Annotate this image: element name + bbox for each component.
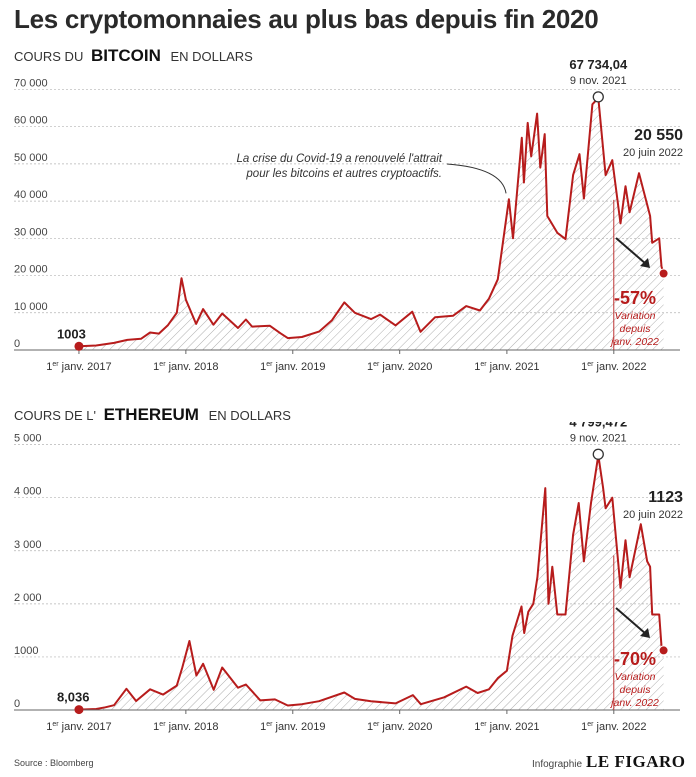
- btc-last-marker: [658, 268, 669, 279]
- bitcoin-chart: 0 10 000 20 000 30 000 40 000 50 000 60 000 70 …: [14, 60, 683, 373]
- bitcoin-subtitle-suffix: EN DOLLARS: [170, 49, 253, 64]
- eth-y-tick-label: 4 000: [14, 486, 42, 498]
- eth-x-tick-label: 1er janv. 2019: [260, 721, 325, 733]
- ethereum-subtitle: COURS DE L' ETHEREUM EN DOLLARS: [14, 405, 291, 425]
- btc-x-tick-label: 1er janv. 2021: [474, 361, 539, 373]
- bitcoin-asset-name: BITCOIN: [90, 46, 161, 65]
- btc-last-date: 20 juin 2022: [623, 147, 683, 159]
- ethereum-subtitle-prefix: COURS DE L': [14, 408, 96, 423]
- credit-brand: LE FIGARO: [586, 752, 686, 771]
- btc-peak-date: 9 nov. 2021: [570, 75, 627, 87]
- bitcoin-subtitle: COURS DU BITCOIN EN DOLLARS: [14, 46, 253, 66]
- eth-peak-date: 9 nov. 2021: [570, 432, 627, 444]
- eth-peak-marker: [592, 448, 604, 460]
- btc-y-tick-label: 70 000: [14, 77, 48, 89]
- btc-x-tick-label: 1er janv. 2017: [46, 361, 111, 373]
- eth-last-marker: [658, 645, 669, 656]
- btc-last-value: 20 550: [634, 127, 683, 144]
- eth-y-tick-label: 1000: [14, 645, 38, 657]
- eth-start-marker: [74, 705, 84, 715]
- btc-start-marker: [74, 341, 84, 351]
- btc-down-arrow-head: [640, 258, 650, 268]
- btc-peak-value: 67 734,04: [569, 60, 628, 72]
- eth-variation-line3: janv. 2022: [609, 697, 659, 709]
- eth-x-tick-label: 1er janv. 2022: [581, 721, 646, 733]
- btc-y-tick-label: 50 000: [14, 152, 48, 164]
- btc-down-arrow: [615, 237, 647, 265]
- btc-area: [78, 97, 664, 351]
- btc-series-line: [78, 96, 665, 348]
- btc-y-tick-label: 60 000: [14, 115, 48, 127]
- btc-annotation-line2: pour les bitcoins et autres cryptoactifs…: [245, 168, 442, 180]
- btc-variation-line1: Variation: [614, 310, 655, 322]
- ethereum-asset-name: ETHEREUM: [103, 405, 199, 424]
- page-title: Les cryptomonnaies au plus bas depuis fi…: [14, 4, 599, 34]
- eth-series-line: [78, 454, 665, 711]
- eth-area: [78, 455, 664, 710]
- bitcoin-subtitle-prefix: COURS DU: [14, 49, 84, 64]
- eth-peak-value: 4 799,472: [569, 422, 627, 429]
- eth-x-tick-label: 1er janv. 2017: [46, 721, 111, 733]
- eth-variation-line2: depuis: [620, 684, 652, 696]
- btc-variation-value: -57%: [614, 288, 656, 308]
- eth-last-value: 1123: [648, 489, 683, 506]
- eth-y-tick-label: 2 000: [14, 592, 42, 604]
- source-note: Source : Bloomberg: [14, 758, 94, 768]
- eth-variation-value: -70%: [614, 649, 656, 669]
- btc-annotation-line1: La crise du Covid-19 a renouvelé l'attra…: [237, 153, 443, 165]
- btc-y-tick-label: 40 000: [14, 189, 48, 201]
- eth-variation-line1: Variation: [614, 671, 655, 683]
- btc-y-tick-label: 10 000: [14, 301, 48, 313]
- eth-y-tick-label: 3 000: [14, 539, 42, 551]
- btc-variation-line2: depuis: [620, 323, 652, 335]
- credit: Infographie LE FIGARO: [532, 752, 685, 772]
- ethereum-chart: 0 1000 2 000 3 000 4 000 5 000 1er janv. 2017 1…: [14, 422, 683, 733]
- btc-x-tick-label: 1er janv. 2022: [581, 361, 646, 373]
- eth-x-tick-label: 1er janv. 2021: [474, 721, 539, 733]
- eth-x-tick-label: 1er janv. 2020: [367, 721, 432, 733]
- btc-y-tick-label: 0: [14, 338, 20, 350]
- eth-down-arrow: [615, 607, 647, 635]
- btc-y-tick-label: 30 000: [14, 226, 48, 238]
- eth-y-tick-label: 5 000: [14, 433, 42, 445]
- eth-last-date: 20 juin 2022: [623, 509, 683, 521]
- btc-annotation-leader: [446, 163, 507, 194]
- btc-x-tick-label: 1er janv. 2018: [153, 361, 218, 373]
- btc-x-tick-label: 1er janv. 2020: [367, 361, 432, 373]
- eth-start-label: 8,036: [57, 690, 90, 705]
- btc-y-tick-label: 20 000: [14, 264, 48, 276]
- ethereum-subtitle-suffix: EN DOLLARS: [208, 408, 291, 423]
- credit-label: Infographie: [532, 759, 583, 770]
- eth-down-arrow-head: [640, 628, 650, 638]
- btc-x-tick-label: 1er janv. 2019: [260, 361, 325, 373]
- eth-y-tick-label: 0: [14, 698, 20, 710]
- btc-peak-marker: [592, 91, 604, 103]
- eth-x-tick-label: 1er janv. 2018: [153, 721, 218, 733]
- btc-start-label: 1003: [57, 326, 86, 341]
- btc-variation-line3: janv. 2022: [609, 336, 659, 348]
